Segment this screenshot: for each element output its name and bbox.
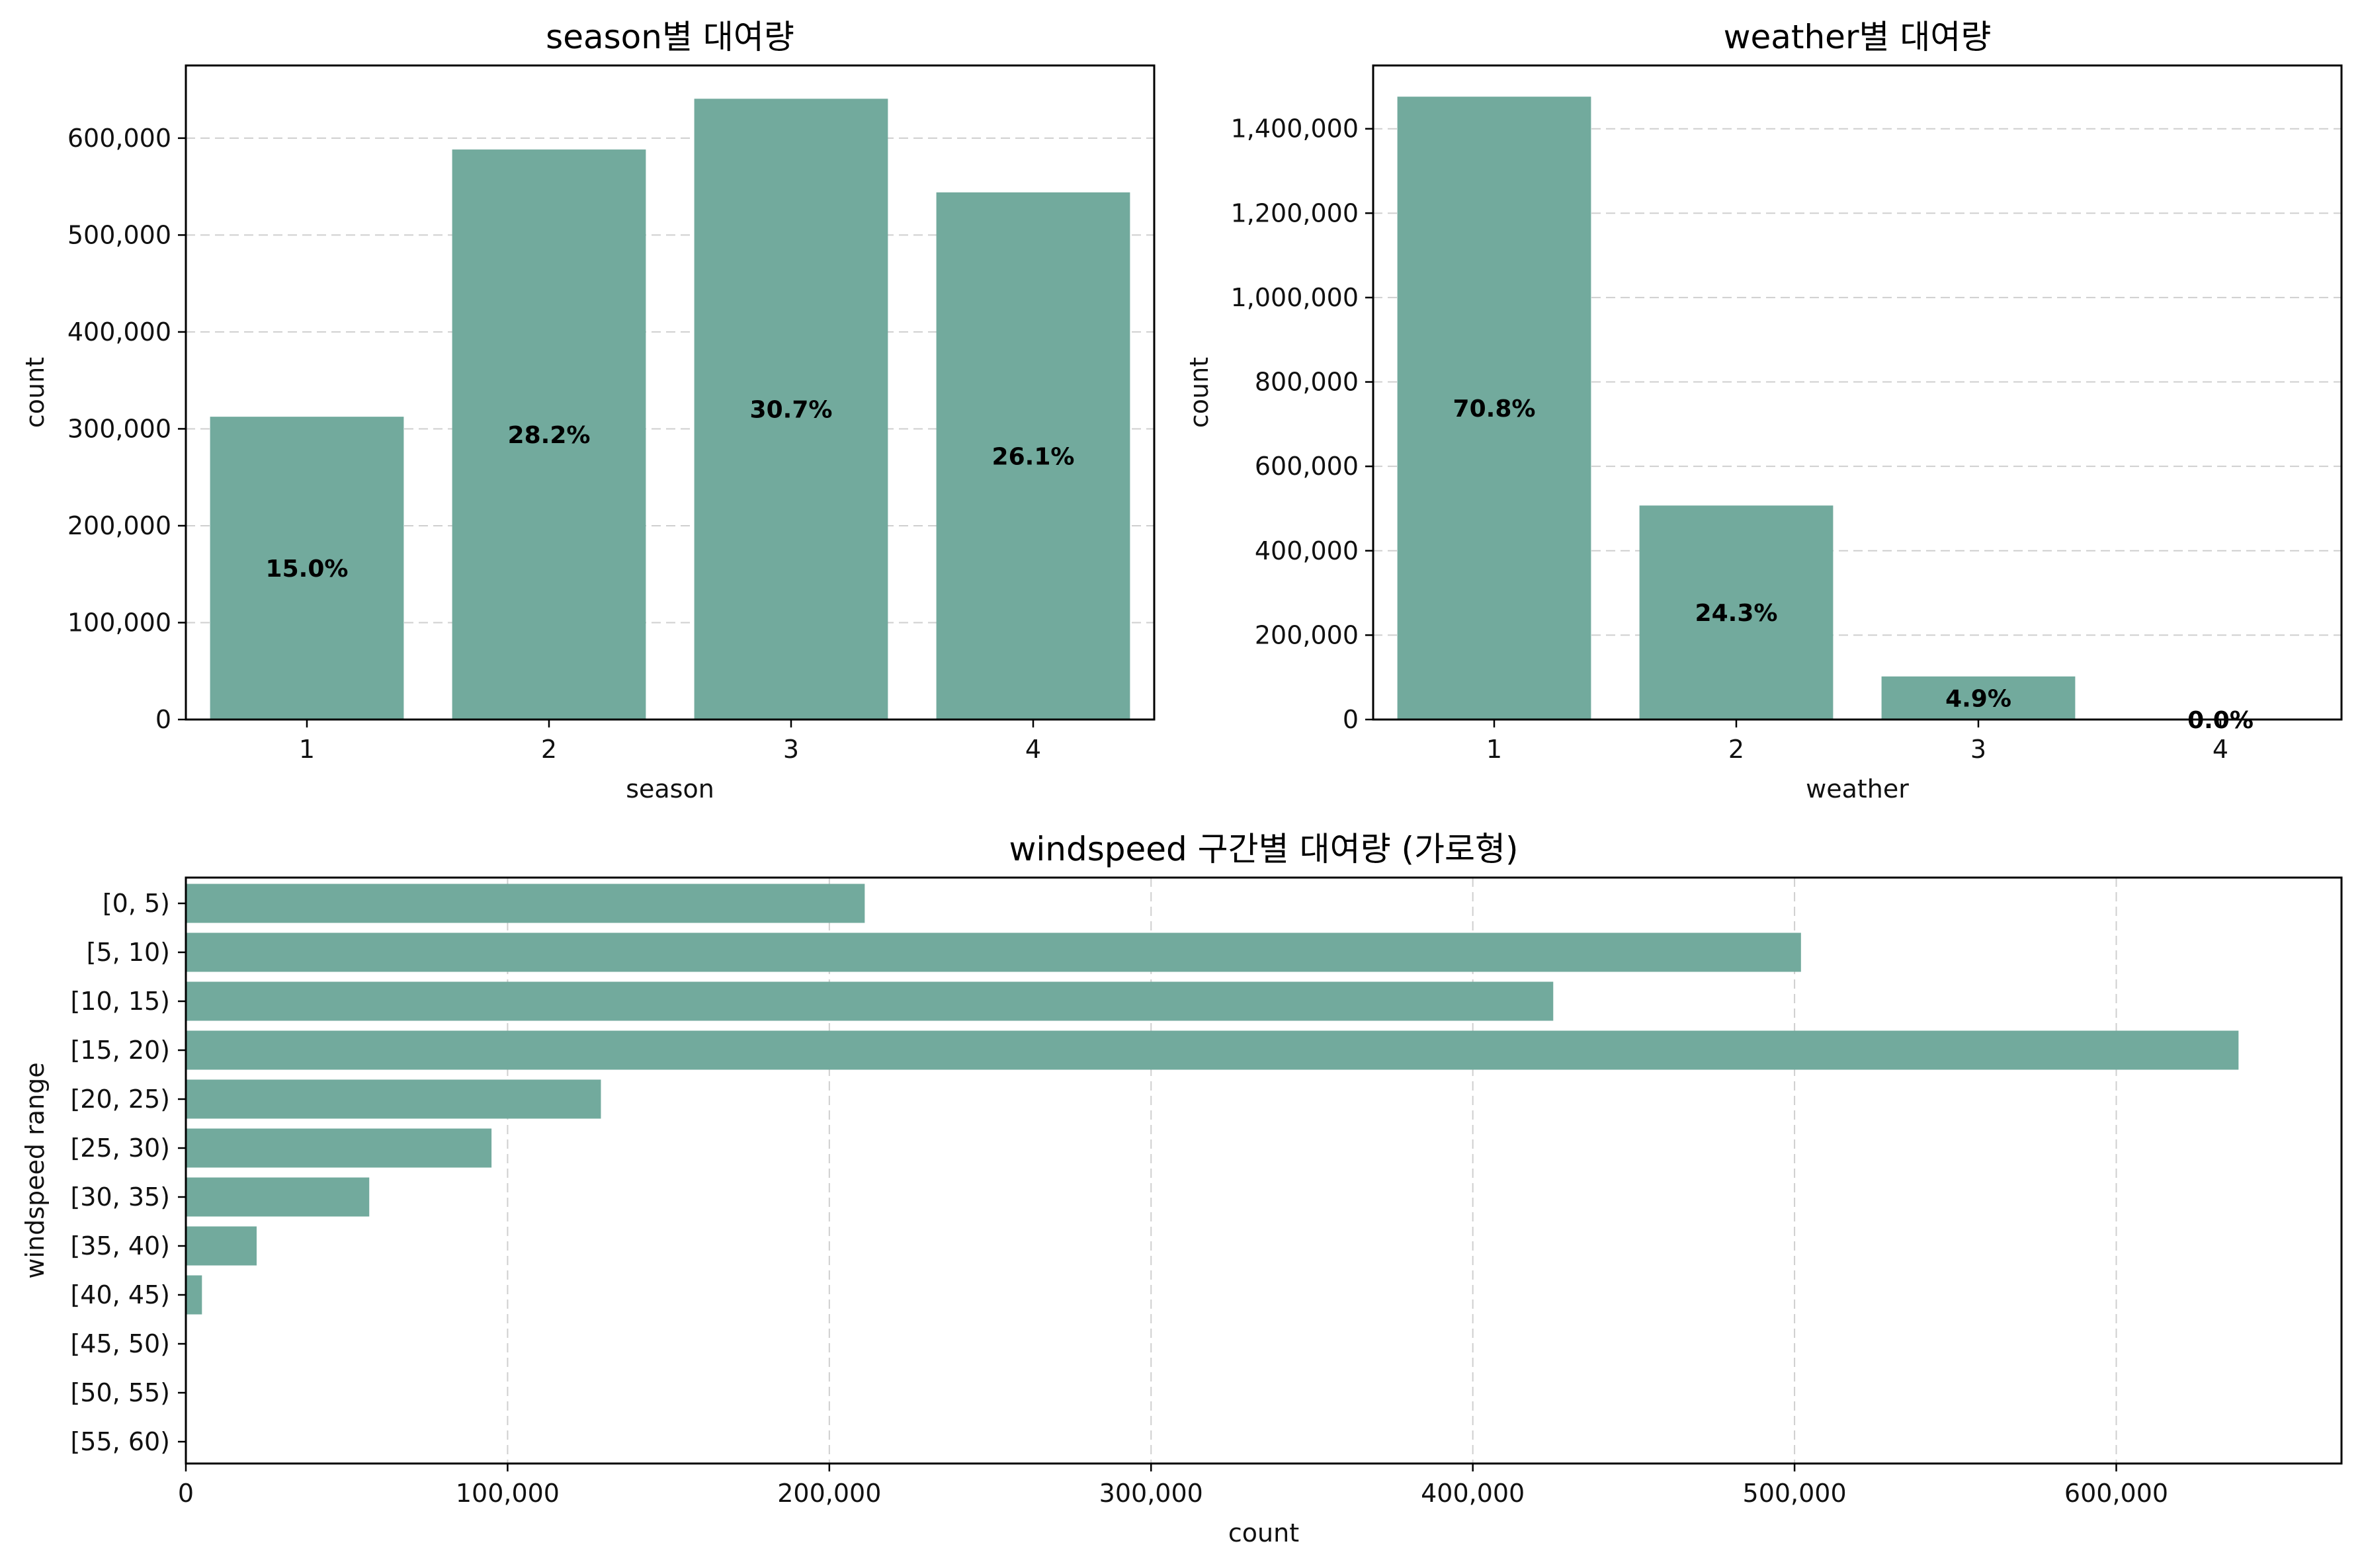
y-tick-label: [25, 30) bbox=[70, 1134, 170, 1163]
x-tick-label: 4 bbox=[2213, 735, 2228, 764]
y-tick-label: 600,000 bbox=[1255, 452, 1359, 481]
x-tick-label: 1 bbox=[1486, 735, 1502, 764]
y-axis-label: count bbox=[1185, 357, 1214, 428]
weather-chart: 0 200,000 400,000 600,000 800,000 1,000,000 1,… bbox=[1185, 18, 2343, 804]
x-axis-label: weather bbox=[1806, 774, 1909, 804]
bar bbox=[186, 1177, 370, 1217]
y-tick-label: 400,000 bbox=[1255, 536, 1359, 565]
y-tick-label: 0 bbox=[155, 705, 171, 734]
bar bbox=[694, 99, 888, 720]
y-tick-label: 0 bbox=[1343, 705, 1359, 734]
y-tick-label: 600,000 bbox=[67, 124, 171, 153]
y-axis-label: windspeed range bbox=[21, 1062, 50, 1278]
x-tick-label: 3 bbox=[783, 735, 799, 764]
x-tick-label: 2 bbox=[1728, 735, 1744, 764]
bar bbox=[186, 1079, 601, 1119]
bar bbox=[186, 1275, 202, 1315]
bar bbox=[1881, 676, 2076, 720]
bar-percent-label: 15.0% bbox=[266, 556, 349, 583]
y-tick-label: 1,000,000 bbox=[1231, 283, 1359, 312]
chart-title: season별 대여량 bbox=[546, 18, 794, 56]
bar bbox=[452, 149, 646, 720]
bar-percent-label: 28.2% bbox=[508, 422, 591, 449]
x-tick-label: 300,000 bbox=[1099, 1479, 1203, 1508]
y-tick-label: [50, 55) bbox=[70, 1378, 170, 1407]
y-tick-label: [55, 60) bbox=[70, 1427, 170, 1456]
chart-title: weather별 대여량 bbox=[1724, 18, 1992, 56]
y-tick-label: [30, 35) bbox=[70, 1182, 170, 1212]
x-tick-label: 3 bbox=[1970, 735, 1986, 764]
y-tick-label: 100,000 bbox=[67, 608, 171, 637]
y-tick-label: 300,000 bbox=[67, 414, 171, 443]
x-axis-label: season bbox=[626, 774, 714, 804]
x-tick-label: 500,000 bbox=[1743, 1479, 1847, 1508]
y-tick-label: [0, 5) bbox=[103, 889, 170, 918]
bar-percent-label: 24.3% bbox=[1695, 600, 1778, 627]
y-tick-label: 1,200,000 bbox=[1231, 198, 1359, 227]
plot-frame bbox=[185, 876, 2343, 1465]
x-tick-label: 0 bbox=[178, 1479, 194, 1508]
x-tick-label: 200,000 bbox=[777, 1479, 881, 1508]
y-tick-label: 800,000 bbox=[1255, 368, 1359, 397]
bar bbox=[186, 932, 1801, 972]
bar bbox=[936, 192, 1130, 720]
y-tick-label: [40, 45) bbox=[70, 1280, 170, 1309]
y-tick-label: [10, 15) bbox=[70, 987, 170, 1016]
bar bbox=[186, 1128, 492, 1168]
x-tick-label: 2 bbox=[541, 735, 557, 764]
plot-frame bbox=[1372, 64, 2343, 721]
x-tick-label: 1 bbox=[299, 735, 315, 764]
bar bbox=[210, 417, 404, 720]
y-axis-label: count bbox=[21, 357, 50, 428]
y-tick-label: [35, 40) bbox=[70, 1231, 170, 1260]
y-tick-label: 1,400,000 bbox=[1231, 114, 1359, 144]
x-tick-label: 4 bbox=[1025, 735, 1041, 764]
plot-frame bbox=[185, 64, 1156, 721]
bar bbox=[186, 981, 1554, 1021]
y-tick-label: [15, 20) bbox=[70, 1036, 170, 1065]
bar bbox=[1639, 505, 1834, 720]
bar-percent-label: 26.1% bbox=[992, 443, 1075, 470]
y-tick-label: 500,000 bbox=[67, 220, 171, 249]
bar bbox=[1397, 97, 1591, 720]
y-tick-label: [5, 10) bbox=[87, 938, 170, 967]
x-tick-label: 100,000 bbox=[456, 1479, 560, 1508]
bar-percent-label: 30.7% bbox=[750, 397, 833, 424]
y-tick-label: [45, 50) bbox=[70, 1329, 170, 1358]
x-tick-label: 600,000 bbox=[2064, 1479, 2168, 1508]
bar bbox=[186, 1030, 2239, 1070]
bar-percent-label: 70.8% bbox=[1453, 395, 1536, 423]
y-tick-label: 200,000 bbox=[1255, 620, 1359, 649]
x-axis-label: count bbox=[1228, 1518, 1299, 1547]
bar bbox=[186, 884, 865, 923]
y-tick-label: 200,000 bbox=[67, 511, 171, 540]
season-chart: 0 100,000 200,000 300,000 400,000 500,000 600,… bbox=[21, 18, 1156, 804]
windspeed-chart: 0 100,000 200,000 300,000 400,000 500,000 600,… bbox=[21, 830, 2343, 1547]
chart-title: windspeed 구간별 대여량 (가로형) bbox=[1009, 830, 1519, 868]
bar-percent-label: 4.9% bbox=[1945, 685, 2011, 712]
y-tick-label: [20, 25) bbox=[70, 1085, 170, 1114]
y-tick-label: 400,000 bbox=[67, 317, 171, 347]
bar bbox=[186, 1226, 257, 1266]
x-tick-label: 400,000 bbox=[1421, 1479, 1525, 1508]
